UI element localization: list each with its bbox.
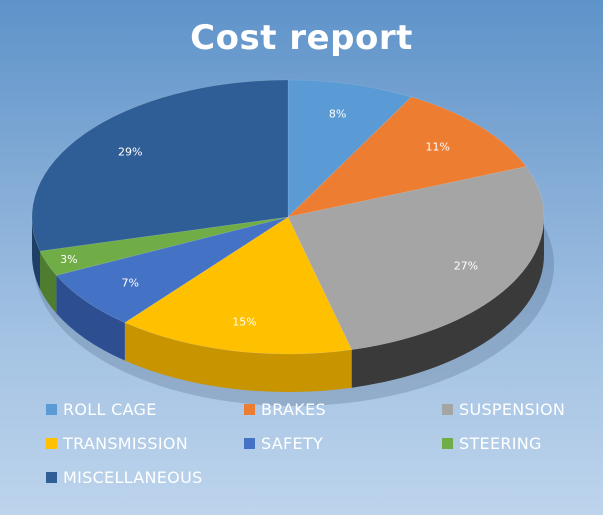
- side-suspension: [351, 217, 544, 388]
- slice-transmission: [124, 216, 353, 355]
- legend-label: MISCELLANEOUS: [63, 468, 203, 487]
- legend-item-brakes: BRAKES: [244, 400, 326, 419]
- chart-title: Cost report: [190, 18, 413, 58]
- side-transmission: [124, 322, 352, 393]
- legend-swatch: [46, 472, 57, 483]
- legend-label: ROLL CAGE: [63, 400, 157, 419]
- data-label-transmission: 15%: [232, 315, 256, 328]
- slice-roll-cage: [287, 79, 412, 218]
- slice-steering: [39, 216, 289, 276]
- legend-swatch: [442, 404, 453, 415]
- legend-swatch: [46, 404, 57, 415]
- slice-miscellaneous: [31, 79, 289, 252]
- legend-swatch: [442, 438, 453, 449]
- legend-swatch: [244, 404, 255, 415]
- legend-label: SUSPENSION: [459, 400, 566, 419]
- slice-suspension: [287, 166, 545, 351]
- legend-item-miscellaneous: MISCELLANEOUS: [46, 468, 203, 487]
- legend-item-safety: SAFETY: [244, 434, 323, 453]
- legend-swatch: [46, 438, 57, 449]
- data-label-suspension: 27%: [454, 260, 478, 273]
- data-label-steering: 3%: [60, 253, 77, 266]
- data-label-miscellaneous: 29%: [118, 146, 142, 159]
- legend-label: SAFETY: [261, 434, 324, 453]
- slice-brakes: [287, 96, 527, 218]
- legend-label: STEERING: [459, 434, 542, 453]
- legend-item-roll-cage: ROLL CAGE: [46, 400, 157, 419]
- data-label-brakes: 11%: [426, 140, 450, 153]
- legend-item-suspension: SUSPENSION: [442, 400, 565, 419]
- pie-side-walls: [32, 217, 544, 393]
- legend-label: BRAKES: [261, 400, 326, 419]
- legend-item-steering: STEERING: [442, 434, 542, 453]
- data-label-roll-cage: 8%: [329, 107, 346, 120]
- legend-swatch: [244, 438, 255, 449]
- side-safety: [56, 275, 125, 361]
- legend-item-transmission: TRANSMISSION: [46, 434, 188, 453]
- side-steering: [40, 251, 57, 314]
- data-labels: 8% 11% 27% 15% 7% 3% 29%: [60, 107, 478, 328]
- pie-top: [31, 79, 545, 355]
- side-miscellaneous: [32, 217, 41, 290]
- data-label-safety: 7%: [121, 276, 138, 289]
- legend-label: TRANSMISSION: [63, 434, 189, 453]
- slice-safety: [55, 216, 289, 323]
